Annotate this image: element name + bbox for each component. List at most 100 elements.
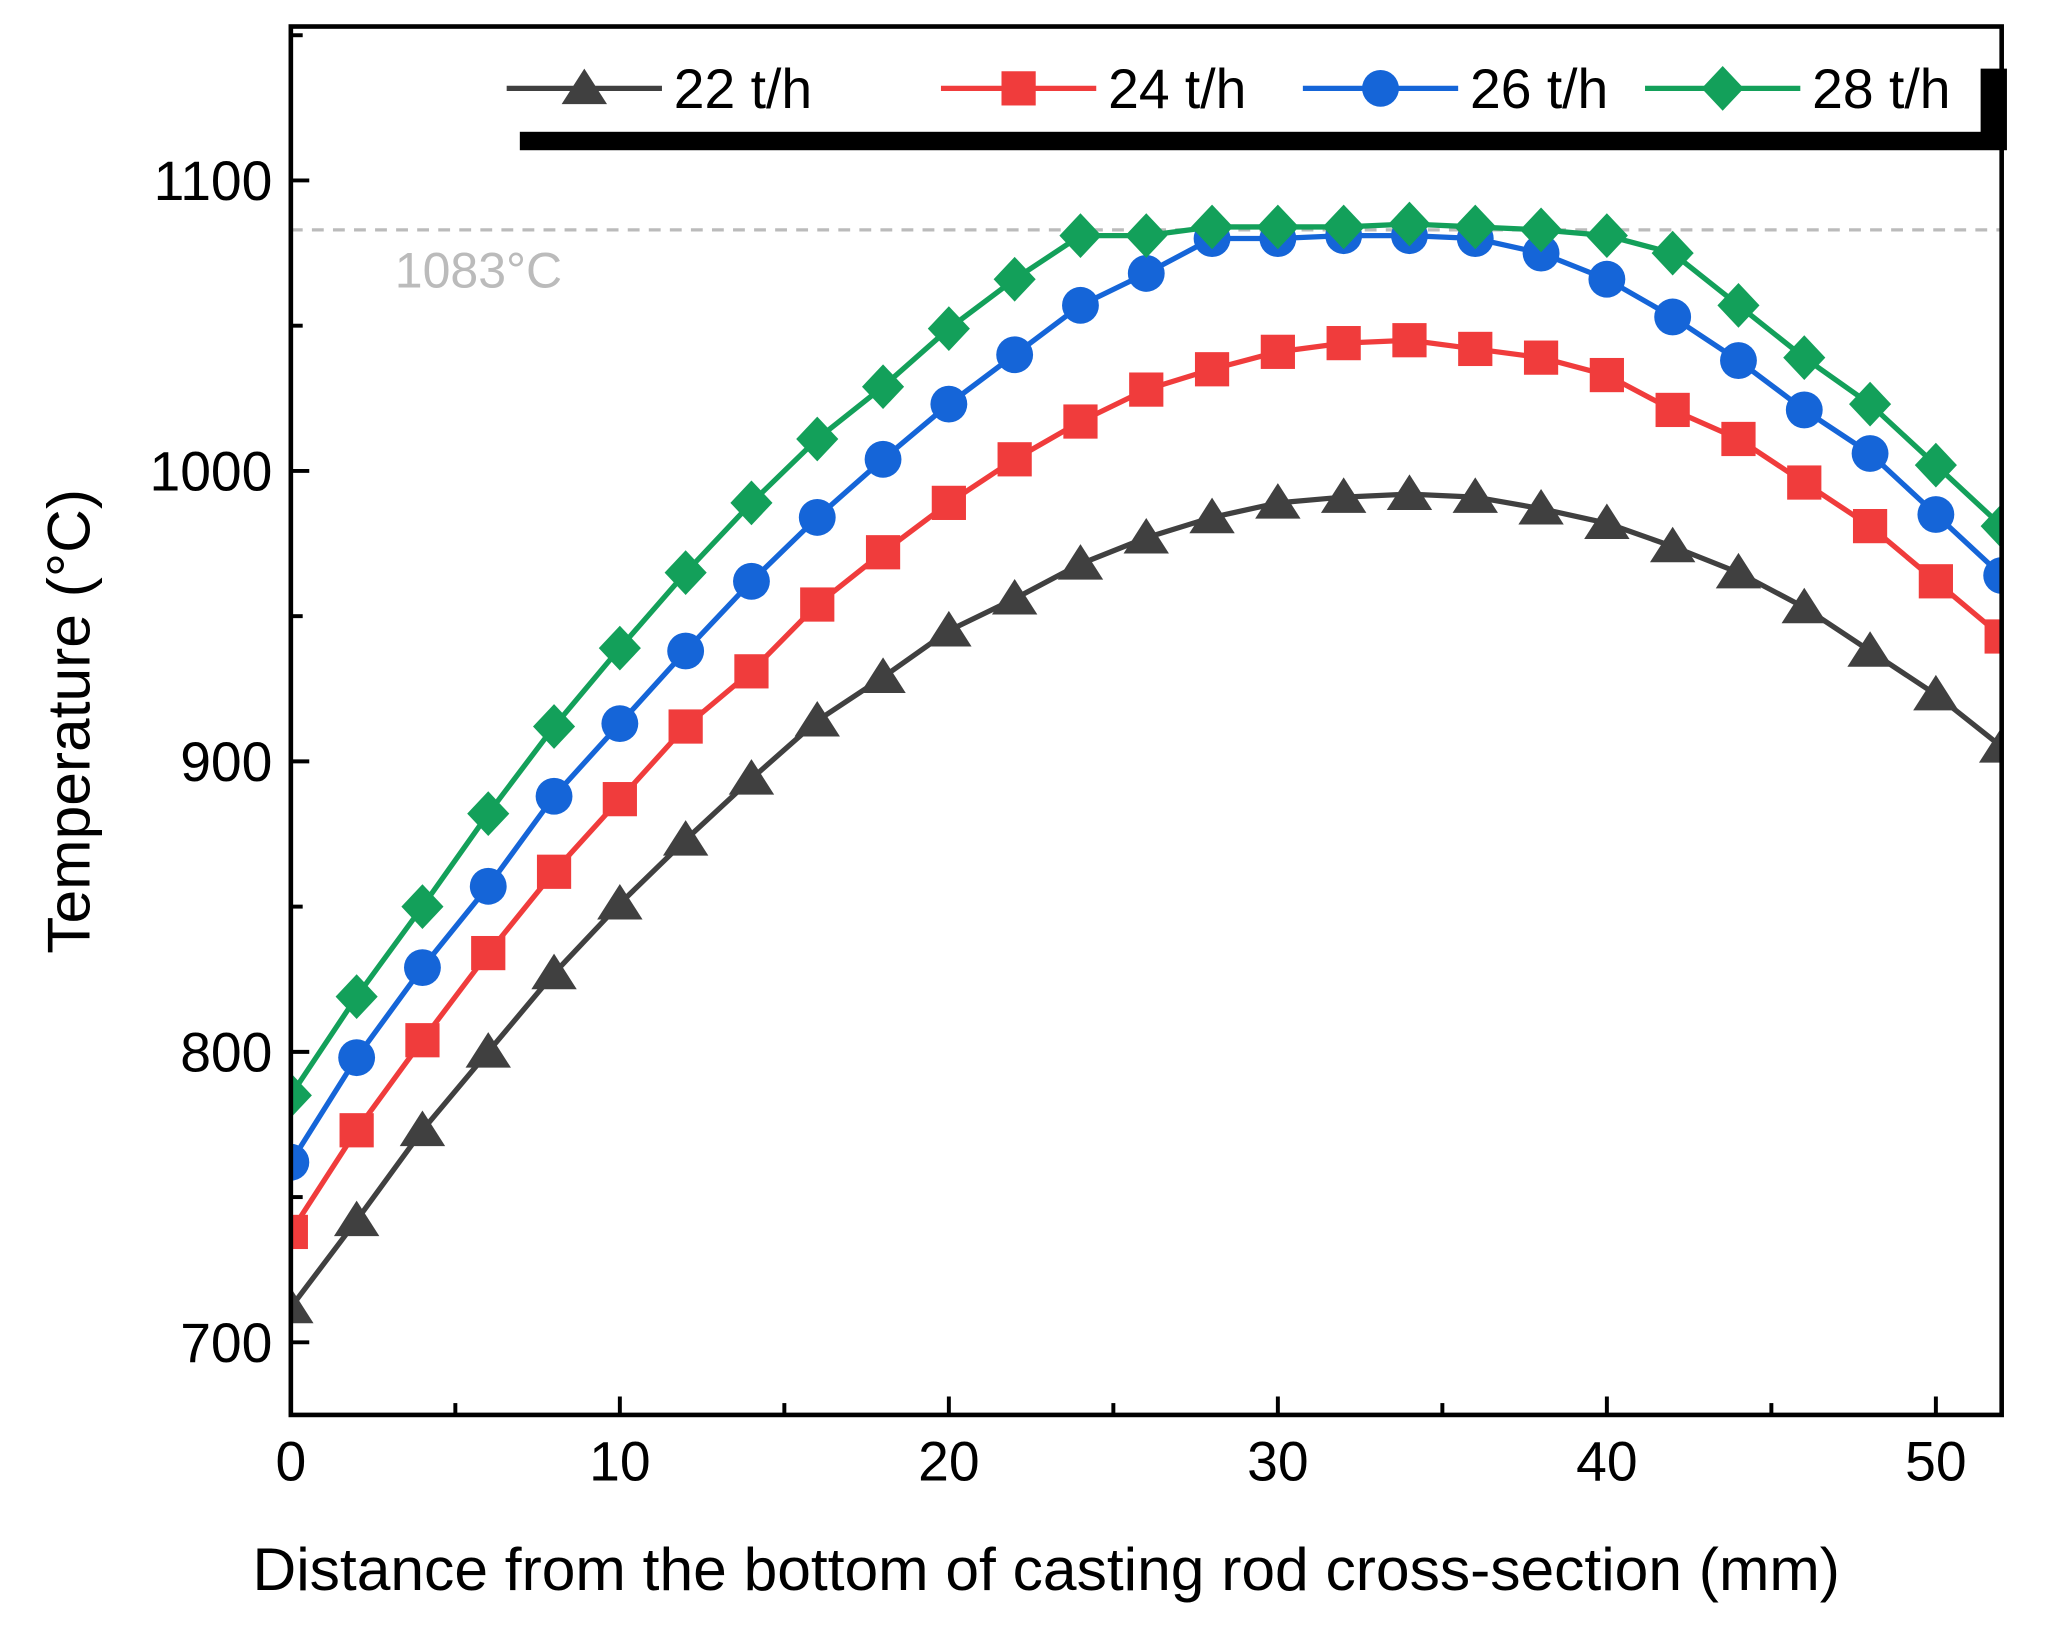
legend-marker <box>1701 65 1744 111</box>
data-point <box>1454 204 1497 250</box>
data-point <box>796 416 839 462</box>
data-point <box>1523 340 1559 375</box>
y-tick-label: 700 <box>180 1312 272 1374</box>
data-point <box>1059 213 1102 259</box>
data-point <box>1189 497 1235 534</box>
data-point <box>531 953 577 990</box>
legend-item: 28 t/h <box>1645 58 1950 120</box>
y-tick-label: 800 <box>180 1022 272 1084</box>
data-point <box>1852 509 1888 544</box>
data-point <box>535 777 573 815</box>
data-point <box>996 336 1034 374</box>
data-point <box>1980 503 2002 549</box>
data-point <box>1847 631 1893 667</box>
data-point <box>1585 213 1628 259</box>
data-point <box>339 1113 374 1148</box>
data-point <box>794 700 840 737</box>
axes-frame <box>288 24 2004 1418</box>
legend-label: 24 t/h <box>1108 58 1246 120</box>
legend-item: 26 t/h <box>1302 58 1608 120</box>
data-point <box>1388 201 1431 247</box>
series-22-t-h <box>290 474 2002 1324</box>
data-point <box>1191 204 1234 250</box>
series-24-t-h <box>290 323 2002 1250</box>
data-point <box>864 440 902 478</box>
data-point <box>401 884 444 929</box>
data-point <box>728 759 775 795</box>
data-point <box>290 1143 310 1181</box>
data-point <box>931 485 966 520</box>
x-tick-label: 20 <box>918 1431 979 1493</box>
y-axis-label: Temperature (°C) <box>34 489 102 954</box>
x-tick-label: 40 <box>1576 1431 1637 1493</box>
x-axis-label: Distance from the bottom of casting rod … <box>253 1535 1840 1603</box>
data-point <box>338 1039 376 1077</box>
data-point <box>1588 260 1626 298</box>
data-point <box>1589 357 1624 393</box>
data-point <box>471 935 506 971</box>
data-point <box>734 654 769 689</box>
data-point <box>733 562 770 600</box>
data-point <box>865 535 901 570</box>
data-point <box>1717 282 1760 328</box>
data-point <box>1326 326 1361 361</box>
data-point <box>536 854 572 889</box>
data-point <box>1655 392 1690 428</box>
reference-line-label: 1083°C <box>395 243 562 299</box>
legend-item: 24 t/h <box>940 58 1246 120</box>
legend-marker <box>1362 69 1399 107</box>
legend-marker <box>561 68 608 105</box>
data-point <box>1654 298 1692 336</box>
y-tick-label: 1000 <box>149 441 272 503</box>
data-point <box>602 782 637 817</box>
data-point <box>1125 213 1168 259</box>
series-26-t-h <box>290 217 2002 1181</box>
data-point <box>1063 404 1098 439</box>
data-point <box>1255 483 1301 519</box>
data-point <box>668 709 703 744</box>
data-point <box>1584 503 1630 539</box>
data-point <box>926 610 972 647</box>
data-point <box>1062 286 1099 324</box>
data-point <box>1783 335 1826 381</box>
data-point <box>1518 488 1564 525</box>
data-point <box>1386 474 1433 510</box>
data-point <box>1721 421 1756 457</box>
data-point <box>730 480 773 526</box>
data-point <box>290 1214 308 1250</box>
data-point <box>399 1110 446 1147</box>
data-point <box>1918 564 1953 599</box>
data-point <box>405 1023 440 1058</box>
x-tick-label: 50 <box>1905 1431 1966 1493</box>
legend-item: 22 t/h <box>506 58 812 120</box>
data-point <box>1452 477 1498 513</box>
data-point <box>1127 254 1165 292</box>
data-point <box>333 1200 380 1237</box>
data-point <box>1983 557 2002 594</box>
data-point <box>1129 372 1164 407</box>
x-tick-label: 0 <box>275 1431 306 1493</box>
series-28-t-h <box>290 201 2002 1118</box>
data-point <box>1520 207 1563 253</box>
data-point <box>601 705 639 743</box>
data-point <box>662 820 709 856</box>
data-point <box>927 306 970 351</box>
data-point <box>1123 517 1169 554</box>
data-point <box>1781 587 1827 624</box>
data-point <box>1785 391 1823 429</box>
plot-area: 1083°C 0 10 20 30 40 50 700 800 900 1000 1100 22 t/h… <box>149 24 2007 1493</box>
data-point <box>1914 442 1957 488</box>
data-point <box>1194 352 1230 387</box>
data-point <box>598 625 641 671</box>
legend-label: 22 t/h <box>674 58 812 120</box>
data-point <box>1320 477 1367 513</box>
y-tick-label: 1100 <box>154 150 273 212</box>
data-point <box>1720 342 1757 379</box>
series-line <box>290 491 2002 1310</box>
legend: 22 t/h 24 t/h 26 t/h 28 t/h <box>504 52 2007 151</box>
data-point <box>860 657 906 693</box>
data-point <box>664 550 707 595</box>
data-point <box>1651 230 1694 276</box>
data-point <box>1851 435 1889 472</box>
y-tick-label: 900 <box>180 731 272 793</box>
